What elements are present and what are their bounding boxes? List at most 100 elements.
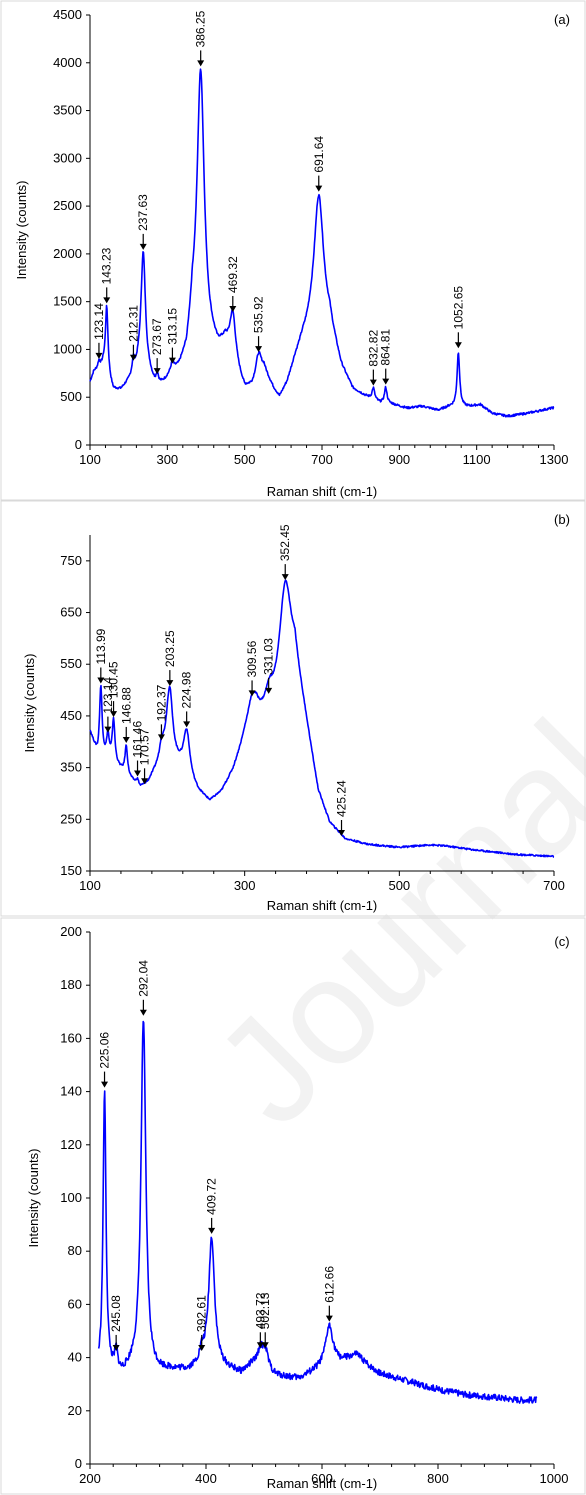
peak-annotation: 425.24 xyxy=(335,780,349,836)
peak-arrowhead xyxy=(229,306,237,312)
y-tick-label: 100 xyxy=(60,1190,82,1205)
y-tick-label: 180 xyxy=(60,977,82,992)
peak-label: 292.04 xyxy=(136,960,150,997)
peak-annotation: 409.72 xyxy=(205,1178,219,1234)
y-tick-label: 80 xyxy=(68,1243,82,1258)
x-tick-label: 300 xyxy=(156,452,178,467)
y-tick-label: 120 xyxy=(60,1137,82,1152)
x-tick-label: 800 xyxy=(427,1471,449,1486)
peak-label: 143.23 xyxy=(100,247,114,284)
y-tick-label: 450 xyxy=(60,708,82,723)
peak-annotation: 123.14 xyxy=(101,677,115,733)
peak-label: 864.81 xyxy=(379,329,393,366)
peak-annotation: 225.06 xyxy=(98,1032,112,1088)
peak-label: 146.88 xyxy=(119,687,133,724)
peak-arrowhead xyxy=(103,297,111,304)
y-tick-label: 200 xyxy=(60,924,82,939)
peak-annotation: 146.88 xyxy=(119,687,133,743)
peak-annotation: 691.64 xyxy=(312,136,326,192)
x-tick-label: 700 xyxy=(311,452,333,467)
peak-arrowhead xyxy=(248,690,256,697)
peak-arrowhead xyxy=(110,711,118,718)
peak-annotation: 864.81 xyxy=(379,329,393,385)
peak-annotation: 309.56 xyxy=(245,640,259,697)
y-tick-label: 160 xyxy=(60,1030,82,1045)
x-tick-label: 400 xyxy=(195,1471,217,1486)
peak-annotation: 170.57 xyxy=(138,728,152,785)
y-axis-title: Intensity (counts) xyxy=(26,1149,41,1248)
peak-arrowhead xyxy=(315,185,323,192)
spectrum-line xyxy=(89,68,555,418)
peak-label: 425.24 xyxy=(335,780,349,817)
peak-annotation: 313.15 xyxy=(165,308,179,364)
peak-label: 535.92 xyxy=(252,296,266,333)
panel-2: 150 250 350 450 550 650 750 100 300 500 700 Raman s… xyxy=(0,500,586,917)
y-tick-label: 4500 xyxy=(53,7,82,22)
peak-arrowhead xyxy=(122,736,130,743)
peak-annotation: 130.45 xyxy=(107,661,121,718)
peak-annotation: 192.37 xyxy=(154,684,168,741)
y-tick-label: 550 xyxy=(60,656,82,671)
peak-arrowhead xyxy=(198,1344,206,1351)
peak-arrowhead xyxy=(265,687,273,694)
peak-label: 130.45 xyxy=(107,661,121,698)
spectrum-line xyxy=(97,1020,538,1404)
x-tick-label: 900 xyxy=(388,452,410,467)
peak-label: 170.57 xyxy=(138,728,152,765)
x-tick-label: 100 xyxy=(79,878,101,893)
peak-annotation: 535.92 xyxy=(252,296,266,353)
peak-arrowhead xyxy=(129,354,137,361)
peak-arrowhead xyxy=(168,357,176,364)
peak-arrowhead xyxy=(139,243,147,250)
peak-arrowhead xyxy=(139,1009,147,1016)
y-axis-title: Intensity (counts) xyxy=(22,654,37,753)
y-tick-label: 250 xyxy=(60,811,82,826)
peak-annotation: 502.13 xyxy=(258,1292,272,1349)
panel-3: 0 20 40 60 80 100 120 140 160 180 200 200 400 600 800 1… xyxy=(0,917,586,1495)
y-tick-label: 350 xyxy=(60,760,82,775)
peak-arrowhead xyxy=(256,1342,264,1349)
y-tick-label: 3500 xyxy=(53,103,82,118)
panel-frame xyxy=(0,0,586,501)
peak-annotation: 493.72 xyxy=(253,1292,267,1349)
peak-arrowhead xyxy=(157,734,165,741)
y-tick-label: 3000 xyxy=(53,150,82,165)
y-tick-label: 2500 xyxy=(53,198,82,213)
peak-annotation: 113.99 xyxy=(94,628,108,684)
x-axis-title: Raman shift (cm-1) xyxy=(267,898,378,913)
peak-annotation: 352.45 xyxy=(278,524,292,581)
peak-arrowhead xyxy=(261,1342,269,1349)
panel-frame xyxy=(0,500,586,917)
y-tick-label: 20 xyxy=(68,1403,82,1418)
peak-label: 225.06 xyxy=(98,1032,112,1069)
peak-annotation: 161.46 xyxy=(131,721,145,777)
y-tick-label: 60 xyxy=(68,1296,82,1311)
peak-label: 113.99 xyxy=(94,628,108,664)
y-tick-label: 140 xyxy=(60,1084,82,1099)
y-tick-label: 150 xyxy=(60,863,82,878)
peak-annotation: 245.08 xyxy=(109,1295,123,1351)
panel-1: 0 500 1000 1500 2000 2500 3000 3500 4000 4500 100 3… xyxy=(0,0,586,501)
peak-annotation: 392.61 xyxy=(195,1295,209,1351)
peak-arrowhead xyxy=(97,677,105,684)
peak-arrowhead xyxy=(104,726,112,733)
peak-label: 409.72 xyxy=(205,1178,219,1215)
peak-annotation: 469.32 xyxy=(226,256,240,312)
y-tick-label: 500 xyxy=(60,389,82,404)
spectrum-line xyxy=(89,579,555,858)
peak-annotation: 224.98 xyxy=(180,671,194,728)
y-tick-label: 1000 xyxy=(53,341,82,356)
x-tick-label: 500 xyxy=(234,452,256,467)
y-tick-label: 0 xyxy=(75,437,82,452)
peak-annotation: 237.63 xyxy=(136,194,150,250)
peak-arrowhead xyxy=(369,379,377,386)
y-tick-label: 1500 xyxy=(53,294,82,309)
peak-label: 331.03 xyxy=(262,638,276,675)
x-tick-label: 100 xyxy=(79,452,101,467)
x-tick-label: 700 xyxy=(543,878,565,893)
peak-arrowhead xyxy=(101,1081,109,1088)
peak-arrowhead xyxy=(325,1315,333,1322)
peak-label: 273.67 xyxy=(150,318,164,355)
